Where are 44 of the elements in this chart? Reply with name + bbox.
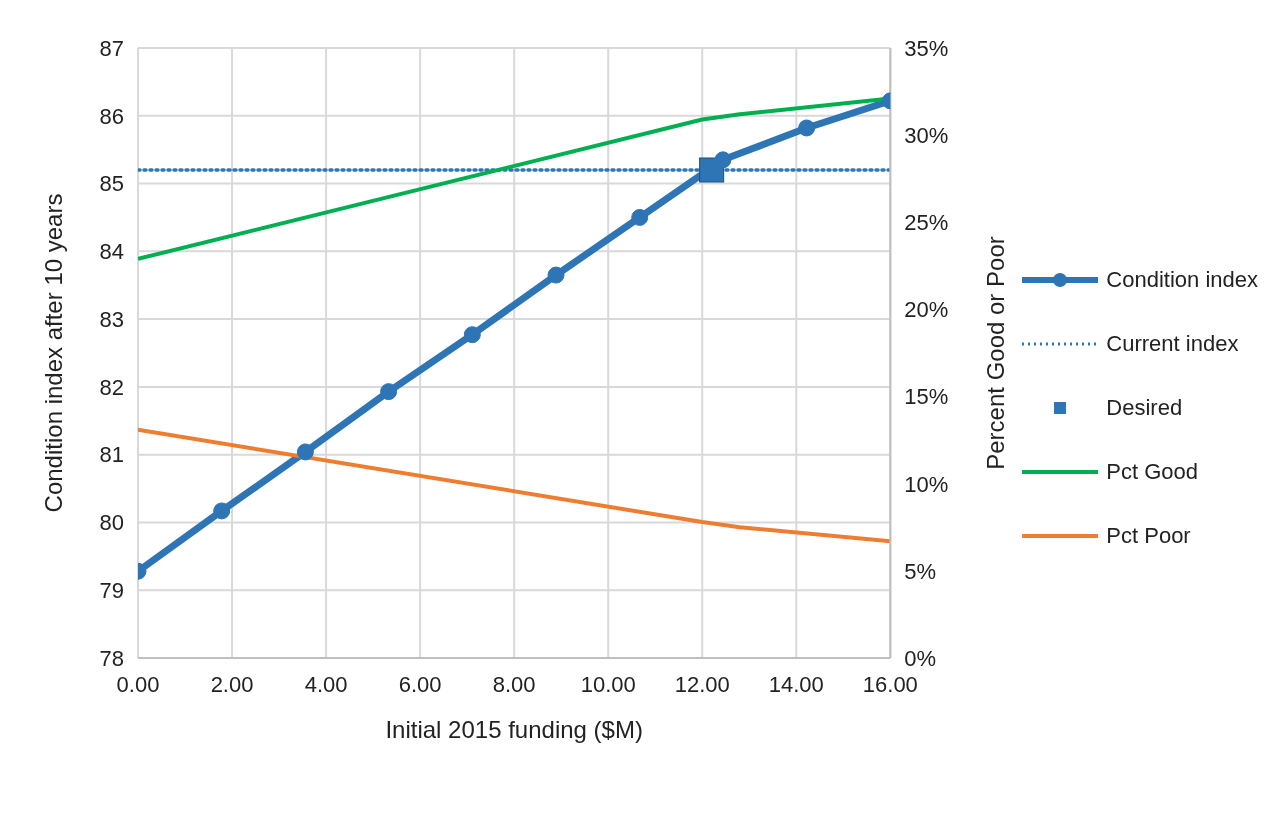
point <box>631 208 649 226</box>
y-tick-label: 80 <box>99 510 124 536</box>
x-tick-label: 16.00 <box>862 671 918 697</box>
y2-tick-label: 10% <box>904 471 949 497</box>
y2-axis-title: Percent Good or Poor <box>981 236 1009 470</box>
x-axis-title: Initial 2015 funding ($M) <box>385 716 643 743</box>
y2-tick-label: 25% <box>904 210 949 236</box>
point <box>547 266 565 284</box>
x-tick-label: 4.00 <box>304 671 348 697</box>
legend-label: Desired <box>1106 395 1183 421</box>
y-tick-label: 78 <box>99 645 124 671</box>
x-tick-label: 8.00 <box>492 671 536 697</box>
x-tick-label: 0.00 <box>116 671 160 697</box>
point <box>798 119 816 137</box>
y-axis-title: Condition index after 10 years <box>39 193 67 513</box>
y-tick-label: 81 <box>99 442 124 468</box>
y-tick-label: 85 <box>99 171 124 197</box>
legend-label: Pct Good <box>1106 459 1199 485</box>
y-tick-label: 84 <box>99 239 124 265</box>
x-tick-label: 12.00 <box>674 671 730 697</box>
x-tick-label: 6.00 <box>398 671 442 697</box>
y2-tick-label: 0% <box>904 645 937 671</box>
legend-label: Condition index <box>1106 267 1258 293</box>
point <box>714 151 732 169</box>
point <box>463 326 481 344</box>
legend-label: Pct Poor <box>1106 523 1191 549</box>
y-tick-label: 82 <box>99 374 124 400</box>
line-series <box>138 427 891 544</box>
legend-label: Current index <box>1106 331 1239 357</box>
y2-tick-label: 20% <box>904 297 949 323</box>
y2-tick-label: 35% <box>904 35 949 61</box>
y2-tick-label: 5% <box>904 558 937 584</box>
y-tick-label: 79 <box>99 578 124 604</box>
point <box>296 443 314 461</box>
y-tick-label: 87 <box>99 35 124 61</box>
y2-tick-label: 15% <box>904 384 949 410</box>
y-tick-label: 86 <box>99 103 124 129</box>
x-tick-label: 14.00 <box>768 671 824 697</box>
y-tick-label: 83 <box>99 306 124 332</box>
point <box>380 383 398 401</box>
x-tick-label: 2.00 <box>210 671 254 697</box>
x-tick-label: 10.00 <box>580 671 636 697</box>
y2-tick-label: 30% <box>904 122 949 148</box>
point <box>213 502 231 520</box>
